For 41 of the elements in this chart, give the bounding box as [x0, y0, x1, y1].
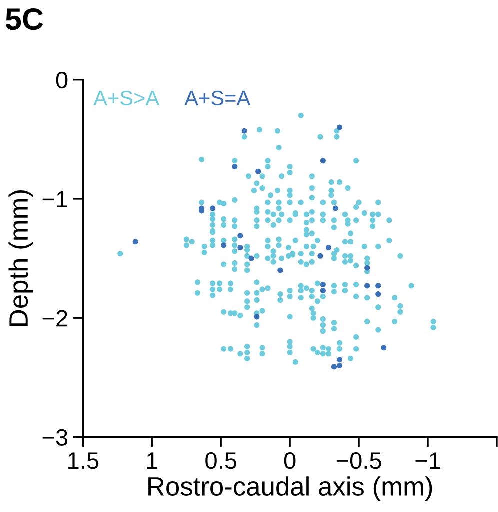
point — [364, 283, 370, 289]
point — [320, 288, 326, 294]
point — [132, 239, 138, 245]
text: A+S>A — [94, 90, 160, 106]
y-tick-label: −1 — [42, 191, 68, 208]
x-tick-label: −0.5 — [336, 452, 382, 470]
point — [331, 364, 338, 370]
chart-title: 5C — [6, 8, 44, 30]
point — [376, 283, 382, 289]
x-tick-label: 0.5 — [206, 452, 237, 470]
x-axis-title: Rostro-caudal axis (mm) — [148, 476, 432, 502]
x-tick-label: 0 — [284, 452, 296, 470]
point — [381, 345, 387, 351]
point — [336, 124, 343, 130]
x-tick-label: −1 — [416, 452, 440, 469]
point — [278, 268, 284, 274]
series-label: A+S=A — [184, 90, 251, 106]
point — [256, 168, 262, 174]
y-tick-label: −2 — [42, 310, 68, 327]
point — [248, 256, 254, 262]
point — [210, 206, 216, 212]
point — [376, 292, 382, 298]
point — [336, 362, 343, 369]
point — [242, 128, 248, 134]
point — [238, 245, 244, 251]
point — [320, 158, 326, 164]
point — [232, 164, 238, 170]
point — [238, 233, 244, 239]
point — [318, 253, 324, 259]
point — [254, 314, 260, 320]
point — [320, 282, 326, 288]
y-tick-label: 0 — [56, 72, 68, 89]
y-tick-label: −3 — [42, 429, 68, 446]
point — [221, 242, 227, 248]
point — [336, 357, 343, 363]
y-axis-title: Depth (mm) — [8, 190, 34, 326]
point — [326, 245, 332, 251]
point — [332, 206, 338, 212]
x-tick-label: 1.5 — [68, 452, 99, 470]
x-tick-label: 1 — [147, 452, 158, 469]
point — [364, 265, 370, 271]
